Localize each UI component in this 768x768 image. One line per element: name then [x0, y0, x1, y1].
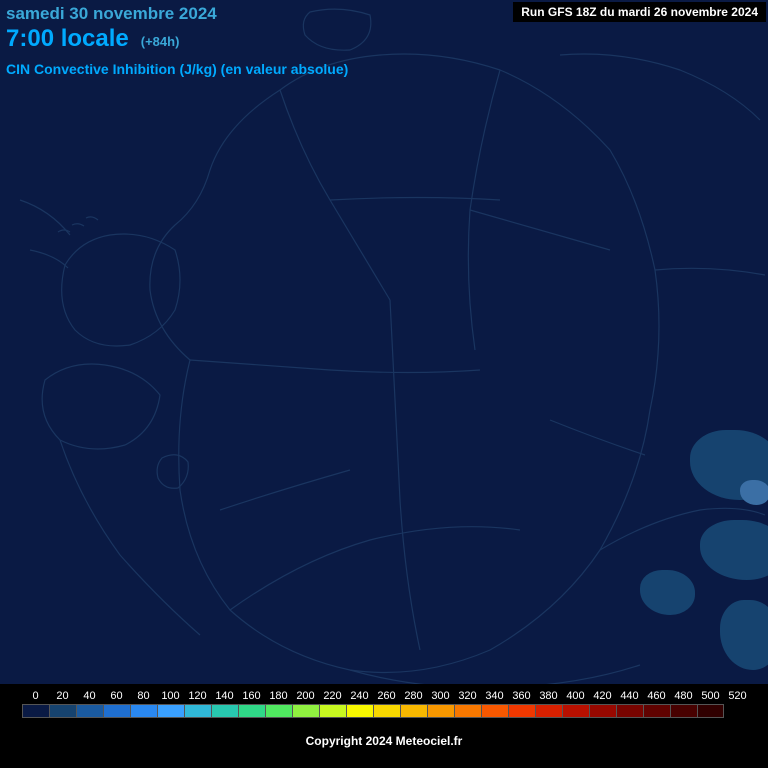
legend-swatch — [427, 704, 454, 718]
legend-value: 160 — [238, 690, 265, 702]
legend-swatch — [319, 704, 346, 718]
legend-value: 500 — [697, 690, 724, 702]
forecast-date: samedi 30 novembre 2024 — [6, 4, 348, 24]
legend-swatch — [508, 704, 535, 718]
legend-value: 360 — [508, 690, 535, 702]
model-run-info: Run GFS 18Z du mardi 26 novembre 2024 — [513, 2, 766, 22]
legend-swatch — [157, 704, 184, 718]
legend-swatch — [400, 704, 427, 718]
legend-swatch — [76, 704, 103, 718]
legend-swatch — [238, 704, 265, 718]
copyright: Copyright 2024 Meteociel.fr — [0, 728, 768, 768]
forecast-offset: (+84h) — [141, 34, 180, 49]
legend-swatch — [211, 704, 238, 718]
legend-swatch — [697, 704, 724, 718]
legend-value: 220 — [319, 690, 346, 702]
legend-value: 420 — [589, 690, 616, 702]
legend-swatch — [49, 704, 76, 718]
legend-swatch — [535, 704, 562, 718]
legend-swatch — [454, 704, 481, 718]
legend-value: 400 — [562, 690, 589, 702]
legend-value: 100 — [157, 690, 184, 702]
legend-swatch — [373, 704, 400, 718]
legend-value: 440 — [616, 690, 643, 702]
legend-value: 320 — [454, 690, 481, 702]
legend-value: 340 — [481, 690, 508, 702]
color-legend: 0204060801001201401601802002202402602803… — [0, 684, 768, 728]
legend-value: 60 — [103, 690, 130, 702]
legend-value: 20 — [49, 690, 76, 702]
legend-swatches — [0, 704, 768, 718]
legend-swatch — [22, 704, 49, 718]
legend-value: 120 — [184, 690, 211, 702]
map-borders — [0, 0, 768, 695]
legend-value: 200 — [292, 690, 319, 702]
legend-swatch — [562, 704, 589, 718]
legend-labels: 0204060801001201401601802002202402602803… — [0, 684, 768, 702]
parameter-label: CIN Convective Inhibition (J/kg) (en val… — [6, 61, 348, 77]
legend-value: 300 — [427, 690, 454, 702]
legend-value: 0 — [22, 690, 49, 702]
forecast-time: 7:00 locale — [6, 25, 129, 53]
legend-value: 260 — [373, 690, 400, 702]
legend-value: 240 — [346, 690, 373, 702]
header: samedi 30 novembre 2024 7:00 locale (+84… — [6, 4, 348, 77]
legend-swatch — [589, 704, 616, 718]
legend-value: 280 — [400, 690, 427, 702]
legend-swatch — [265, 704, 292, 718]
legend-swatch — [346, 704, 373, 718]
legend-swatch — [670, 704, 697, 718]
legend-swatch — [616, 704, 643, 718]
legend-value: 460 — [643, 690, 670, 702]
legend-value: 480 — [670, 690, 697, 702]
legend-value: 80 — [130, 690, 157, 702]
legend-value: 40 — [76, 690, 103, 702]
legend-swatch — [481, 704, 508, 718]
legend-value: 140 — [211, 690, 238, 702]
legend-value: 180 — [265, 690, 292, 702]
map-canvas: samedi 30 novembre 2024 7:00 locale (+84… — [0, 0, 768, 695]
legend-swatch — [184, 704, 211, 718]
legend-swatch — [292, 704, 319, 718]
legend-swatch — [643, 704, 670, 718]
legend-value: 520 — [724, 690, 751, 702]
legend-swatch — [103, 704, 130, 718]
legend-value: 380 — [535, 690, 562, 702]
legend-swatch — [130, 704, 157, 718]
